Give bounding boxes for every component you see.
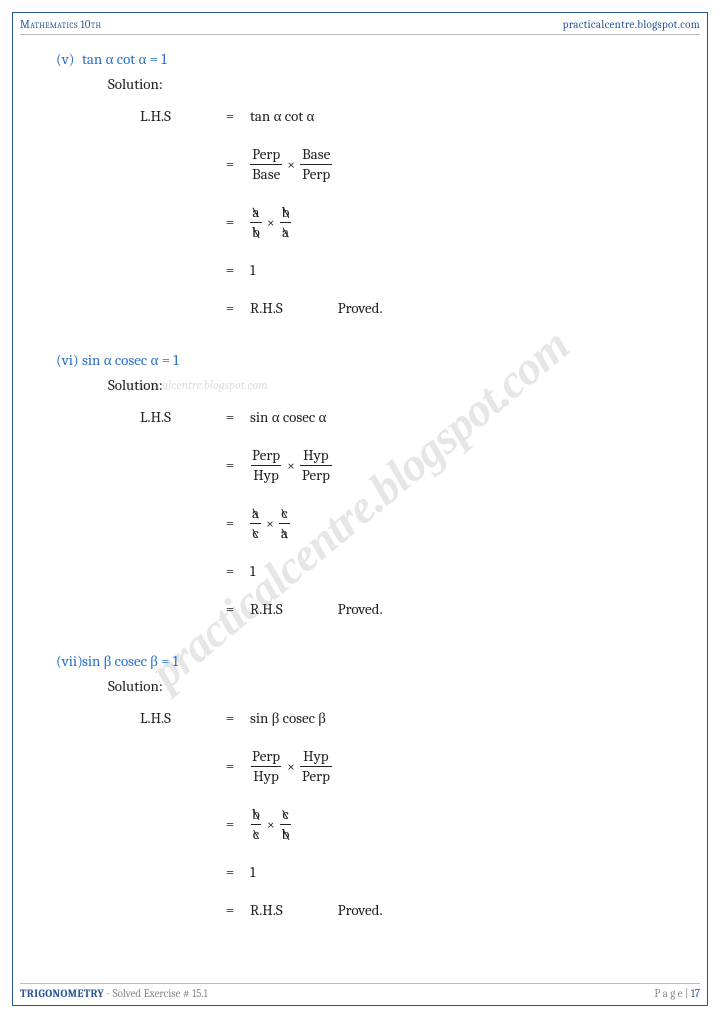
step-rhs-label: R.H.S Proved. — [250, 901, 383, 919]
equals-sign: = — [210, 514, 250, 532]
equals-sign: = — [210, 600, 250, 618]
page-content: (v) tan α cot α = 1 Solution: L.H.S = ta… — [30, 50, 690, 978]
step-result: 1 — [250, 261, 255, 279]
step-result: 1 — [250, 562, 255, 580]
proved-label: Proved. — [338, 299, 383, 317]
problem-identity: sin α cosec α = 1 — [82, 351, 179, 370]
proved-label: Proved. — [338, 600, 383, 618]
header-left: Mathematics 10th — [20, 18, 101, 31]
page-footer: TRIGONOMETRY - Solved Exercise # 15.1 P … — [20, 987, 700, 1000]
proof-steps: L.H.S = tan α cot α = PerpBase × BasePer… — [140, 99, 690, 325]
equals-sign: = — [210, 408, 250, 426]
page-number: 17 — [691, 987, 700, 1000]
equals-sign: = — [210, 815, 250, 833]
times-sign: × — [287, 758, 295, 775]
lhs-label: L.H.S — [140, 408, 210, 426]
footer-divider — [20, 983, 700, 984]
step-rhs-label: R.H.S Proved. — [250, 299, 383, 317]
equals-sign: = — [210, 213, 250, 231]
equals-sign: = — [210, 709, 250, 727]
solution-label: Solution: — [108, 677, 690, 695]
step-frac: PerpBase × BasePerp — [250, 146, 332, 182]
problem-vi: (vi) sin α cosec α = 1 Solution: L.H.S =… — [30, 351, 690, 626]
equals-sign: = — [210, 299, 250, 317]
problem-roman: (vii) — [30, 652, 82, 670]
times-sign: × — [266, 515, 274, 532]
times-sign: × — [267, 816, 275, 833]
lhs-label: L.H.S — [140, 709, 210, 727]
problem-v: (v) tan α cot α = 1 Solution: L.H.S = ta… — [30, 50, 690, 325]
equals-sign: = — [210, 456, 250, 474]
times-sign: × — [287, 457, 295, 474]
equals-sign: = — [210, 562, 250, 580]
step-cancel-frac: bc × cb — [250, 806, 291, 842]
equals-sign: = — [210, 107, 250, 125]
proved-label: Proved. — [338, 901, 383, 919]
problem-identity: sin β cosec β = 1 — [82, 652, 178, 671]
step-rhs-label: R.H.S Proved. — [250, 600, 383, 618]
problem-roman: (vi) — [30, 351, 82, 369]
equals-sign: = — [210, 155, 250, 173]
step-expr: sin β cosec β — [250, 709, 326, 728]
step-expr: sin α cosec α — [250, 408, 326, 427]
step-expr: tan α cot α — [250, 107, 314, 126]
step-cancel-frac: ab × ba — [250, 204, 291, 240]
problem-vii: (vii) sin β cosec β = 1 Solution: L.H.S … — [30, 652, 690, 927]
solution-label: Solution: — [108, 376, 690, 394]
footer-exercise: - Solved Exercise # 15.1 — [104, 987, 207, 1000]
solution-label: Solution: — [108, 75, 690, 93]
equals-sign: = — [210, 901, 250, 919]
footer-chapter: TRIGONOMETRY — [20, 987, 104, 1000]
footer-page: P a g e | 17 — [654, 987, 700, 1000]
header-divider — [20, 34, 700, 35]
proof-steps: L.H.S = sin β cosec β = PerpHyp × HypPer… — [140, 701, 690, 927]
header-right: practicalcentre.blogspot.com — [563, 18, 700, 31]
footer-left: TRIGONOMETRY - Solved Exercise # 15.1 — [20, 987, 208, 1000]
proof-steps: L.H.S = sin α cosec α = PerpHyp × HypPer… — [140, 400, 690, 626]
equals-sign: = — [210, 757, 250, 775]
equals-sign: = — [210, 261, 250, 279]
step-frac: PerpHyp × HypPerp — [250, 447, 332, 483]
step-result: 1 — [250, 863, 255, 881]
problem-identity: tan α cot α = 1 — [82, 50, 167, 69]
lhs-label: L.H.S — [140, 107, 210, 125]
problem-roman: (v) — [30, 50, 82, 68]
step-frac: PerpHyp × HypPerp — [250, 748, 332, 784]
equals-sign: = — [210, 863, 250, 881]
times-sign: × — [287, 156, 295, 173]
times-sign: × — [267, 214, 275, 231]
step-cancel-frac: ac × ca — [250, 505, 290, 541]
page-header: Mathematics 10th practicalcentre.blogspo… — [20, 18, 700, 31]
